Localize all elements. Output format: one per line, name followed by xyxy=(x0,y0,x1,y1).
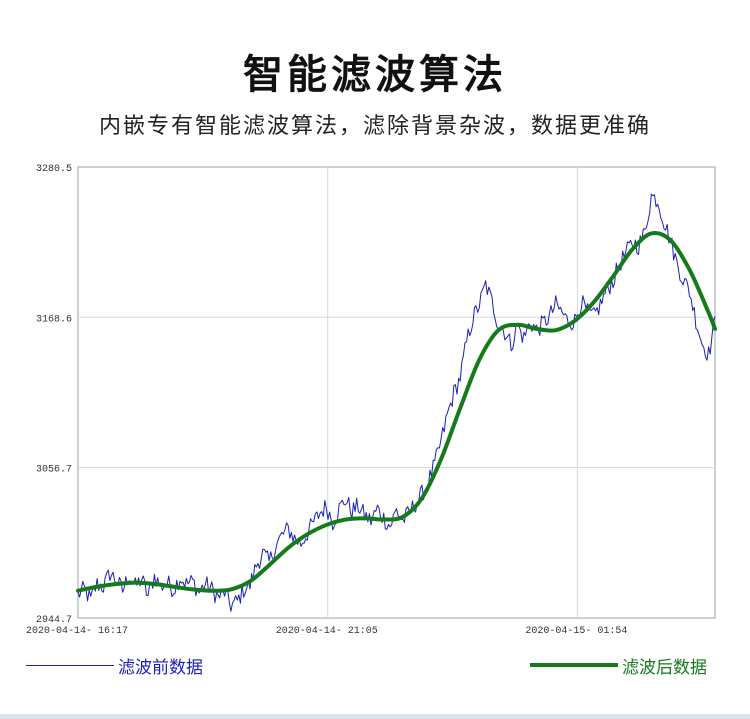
plot-frame xyxy=(77,166,716,619)
legend-swatch-filtered xyxy=(530,663,618,667)
chart-series xyxy=(76,193,717,612)
x-tick-label: 2020-04-14- 16:17 xyxy=(26,626,128,637)
bottom-divider xyxy=(0,714,750,719)
legend-item-filtered: 滤波后数据 xyxy=(530,650,707,680)
y-tick-label: 3056.7 xyxy=(36,465,72,476)
x-tick-label: 2020-04-15- 01:54 xyxy=(525,626,627,637)
legend-swatch-raw xyxy=(26,664,114,666)
chart-grid xyxy=(77,166,716,619)
legend-label-filtered: 滤波后数据 xyxy=(622,657,707,678)
legend-label-raw: 滤波前数据 xyxy=(118,657,203,678)
x-tick-label: 2020-04-14- 21:05 xyxy=(276,626,378,637)
y-tick-label: 2944.7 xyxy=(36,615,72,626)
series-line-filtered xyxy=(76,231,717,593)
page-subtitle: 内嵌专有智能滤波算法，滤除背景杂波，数据更准确 xyxy=(98,114,651,139)
y-tick-label: 3280.5 xyxy=(36,164,72,175)
page-title: 智能滤波算法 xyxy=(243,52,507,98)
y-tick-label: 3168.6 xyxy=(36,314,72,325)
series-line-raw xyxy=(77,193,716,612)
legend-item-raw: 滤波前数据 xyxy=(26,650,203,680)
